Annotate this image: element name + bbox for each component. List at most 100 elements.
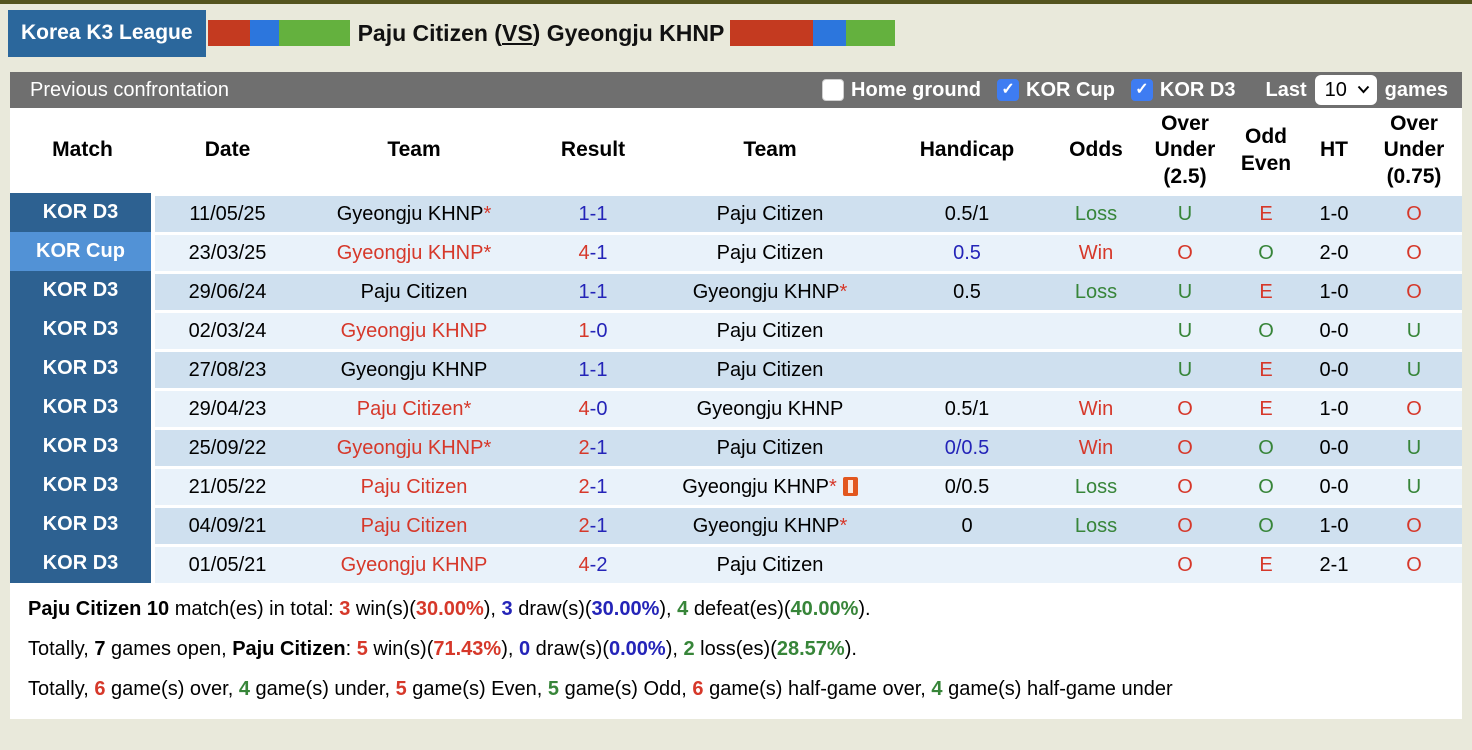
col-header-date: Date — [155, 108, 300, 193]
over-under-0-75-cell: O — [1366, 505, 1462, 544]
team-name: Paju Citizen — [360, 475, 468, 498]
team-home-cell: Gyeongju KHNP — [300, 544, 528, 583]
col-header-team-away: Team — [658, 108, 882, 193]
match-date-cell: 04/09/21 — [155, 505, 300, 544]
result-cell: 1-1 — [528, 193, 658, 232]
home-ground-star-icon: * — [483, 241, 492, 264]
odd-even-cell: E — [1230, 388, 1302, 427]
col-header-label: Team — [387, 138, 441, 162]
match-date-cell: 29/06/24 — [155, 271, 300, 310]
ht-cell: 1-0 — [1302, 271, 1366, 310]
handicap-cell: 0.5 — [882, 232, 1052, 271]
result-cell: 4-0 — [528, 388, 658, 427]
team-home-cell: Paju Citizen — [300, 466, 528, 505]
over-under-2-5-cell: O — [1140, 505, 1230, 544]
odds-cell: Loss — [1052, 505, 1140, 544]
close-paren: ) — [532, 19, 547, 46]
ht-cell: 1-0 — [1302, 193, 1366, 232]
odds-cell: Loss — [1052, 193, 1140, 232]
red-card-icon — [842, 476, 858, 496]
over-under-2-5-cell: O — [1140, 427, 1230, 466]
score-away: -1 — [589, 358, 608, 381]
over-under-2-5-cell: O — [1140, 232, 1230, 271]
home-ground-star-icon: * — [483, 436, 492, 459]
summary-segment: 3 — [339, 598, 351, 620]
match-row: KOR D3 04/09/21 Paju Citizen 2-1 Gyeongju KH… — [10, 505, 1462, 544]
form-bar-segment — [278, 20, 350, 46]
score-away: -1 — [589, 280, 608, 303]
col-header-team-home: Team — [300, 108, 528, 193]
team-home-cell: Gyeongju KHNP — [300, 349, 528, 388]
summary-segment: ), — [659, 598, 678, 620]
result-cell: 2-1 — [528, 427, 658, 466]
ht-cell: 0-0 — [1302, 310, 1366, 349]
summary-segment: game(s) Odd, — [559, 678, 693, 700]
home-ground-star-icon: * — [483, 202, 492, 225]
team-away-cell: Paju Citizen — [658, 232, 882, 271]
col-header-match: Match — [10, 108, 155, 193]
score-home: 1 — [578, 358, 590, 381]
home-team-title: Paju Citizen — [357, 19, 488, 46]
match-league-cell: KOR D3 — [10, 544, 155, 583]
kor-d3-checkbox[interactable]: ✓ — [1130, 79, 1153, 101]
score-away: -1 — [589, 436, 608, 459]
summary-segment: 40.00% — [790, 598, 859, 620]
team-name: Paju Citizen — [716, 358, 824, 381]
league-badge[interactable]: Korea K3 League — [8, 9, 206, 57]
col-header-label: Odds — [1069, 138, 1123, 162]
last-games-select[interactable]: 10 — [1314, 75, 1377, 105]
summary-segment: win(s)( — [350, 598, 416, 620]
over-under-0-75-cell: U — [1366, 349, 1462, 388]
match-row: KOR D3 11/05/25 Gyeongju KHNP* 1-1 Paju Citi… — [10, 193, 1462, 232]
summary-line: Totally, 6 game(s) over, 4 game(s) under… — [10, 669, 1462, 709]
ht-cell: 0-0 — [1302, 349, 1366, 388]
over-under-0-75-cell: O — [1366, 232, 1462, 271]
games-label: games — [1384, 78, 1448, 101]
score-away: -2 — [589, 553, 608, 576]
handicap-cell: 0/0.5 — [882, 427, 1052, 466]
last-label: Last — [1265, 78, 1307, 101]
odd-even-cell: O — [1230, 427, 1302, 466]
team-away-cell: Paju Citizen — [658, 310, 882, 349]
match-league-cell: KOR D3 — [10, 310, 155, 349]
team-name: Paju Citizen — [716, 436, 824, 459]
team-name: Gyeongju KHNP — [336, 436, 484, 459]
odd-even-cell: E — [1230, 193, 1302, 232]
handicap-cell — [882, 349, 1052, 388]
form-bar-segment — [812, 20, 846, 46]
summary-segment: 0 — [518, 638, 531, 660]
odd-even-cell: O — [1230, 232, 1302, 271]
form-bar-segment — [845, 20, 896, 46]
handicap-cell: 0 — [882, 505, 1052, 544]
odd-even-cell: E — [1230, 349, 1302, 388]
home-ground-label: Home ground — [851, 78, 982, 101]
summary-segment: 6 — [94, 678, 106, 700]
team-name: Gyeongju KHNP — [336, 202, 484, 225]
summary-segment: game(s) under, — [249, 678, 396, 700]
match-date-cell: 21/05/22 — [155, 466, 300, 505]
home-ground-star-icon: * — [839, 280, 848, 303]
home-ground-star-icon: * — [463, 397, 472, 420]
away-team-title: Gyeongju KHNP — [546, 19, 725, 46]
odds-cell — [1052, 310, 1140, 349]
over-under-2-5-cell: O — [1140, 466, 1230, 505]
open-paren: ( — [487, 19, 502, 46]
summary-segment: ). — [844, 638, 857, 660]
ht-cell: 0-0 — [1302, 427, 1366, 466]
result-cell: 2-1 — [528, 466, 658, 505]
match-league-cell: KOR D3 — [10, 427, 155, 466]
summary-segment: draw(s)( — [530, 638, 609, 660]
summary-segment: 28.57% — [776, 638, 845, 660]
score-home: 1 — [578, 319, 590, 342]
team-name: Paju Citizen — [716, 241, 824, 264]
kor-cup-checkbox[interactable]: ✓ — [997, 79, 1020, 101]
score-away: -1 — [589, 475, 608, 498]
summary-line: Paju Citizen 10 match(es) in total: 3 wi… — [10, 589, 1462, 629]
ht-cell: 2-0 — [1302, 232, 1366, 271]
col-header-over-under-2-5: Over Under (2.5) — [1140, 108, 1230, 193]
score-away: -1 — [589, 202, 608, 225]
home-ground-checkbox[interactable] — [822, 79, 845, 101]
score-home: 2 — [578, 514, 590, 537]
match-row: KOR D3 01/05/21 Gyeongju KHNP 4-2 Paju Citiz… — [10, 544, 1462, 583]
handicap-cell: 0/0.5 — [882, 466, 1052, 505]
